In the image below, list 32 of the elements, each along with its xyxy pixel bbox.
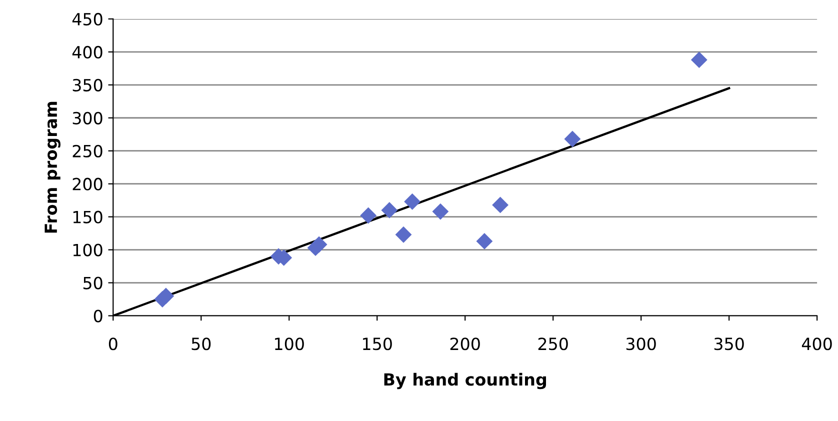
y-tick-label: 50 xyxy=(83,276,102,290)
point xyxy=(564,130,581,148)
x-tick-label: 0 xyxy=(108,338,118,350)
x-tick-label: 150 xyxy=(363,338,392,350)
point xyxy=(404,193,421,210)
y-axis-title: From program xyxy=(44,102,60,233)
y-tick-label: 100 xyxy=(73,244,102,256)
x-tick-label: 300 xyxy=(626,338,656,350)
x-tick-label: 250 xyxy=(538,338,568,350)
x-tick-label: 200 xyxy=(450,338,480,350)
y-tick-label: 150 xyxy=(73,210,102,224)
y-tick-label: 300 xyxy=(72,112,102,124)
point xyxy=(476,233,493,250)
y-tick-label: 0 xyxy=(94,310,102,322)
point xyxy=(492,196,509,214)
x-tick-label: 100 xyxy=(275,338,304,350)
point xyxy=(690,52,708,68)
x-axis-title: By hand counting xyxy=(384,372,546,390)
point xyxy=(310,236,328,253)
x-tick-label: 50 xyxy=(192,338,211,350)
y-tick-label: 200 xyxy=(72,178,102,190)
y-tick-label: 400 xyxy=(72,46,102,58)
point xyxy=(432,203,449,220)
y-tick-label: 250 xyxy=(72,144,102,158)
y-tick-label: 350 xyxy=(72,78,102,92)
point xyxy=(158,288,174,304)
y-tick-label: 450 xyxy=(72,12,102,26)
point xyxy=(395,226,412,243)
x-tick-label: 400 xyxy=(802,338,832,350)
point xyxy=(360,207,377,224)
x-tick-label: 350 xyxy=(714,338,744,350)
point xyxy=(381,202,398,218)
